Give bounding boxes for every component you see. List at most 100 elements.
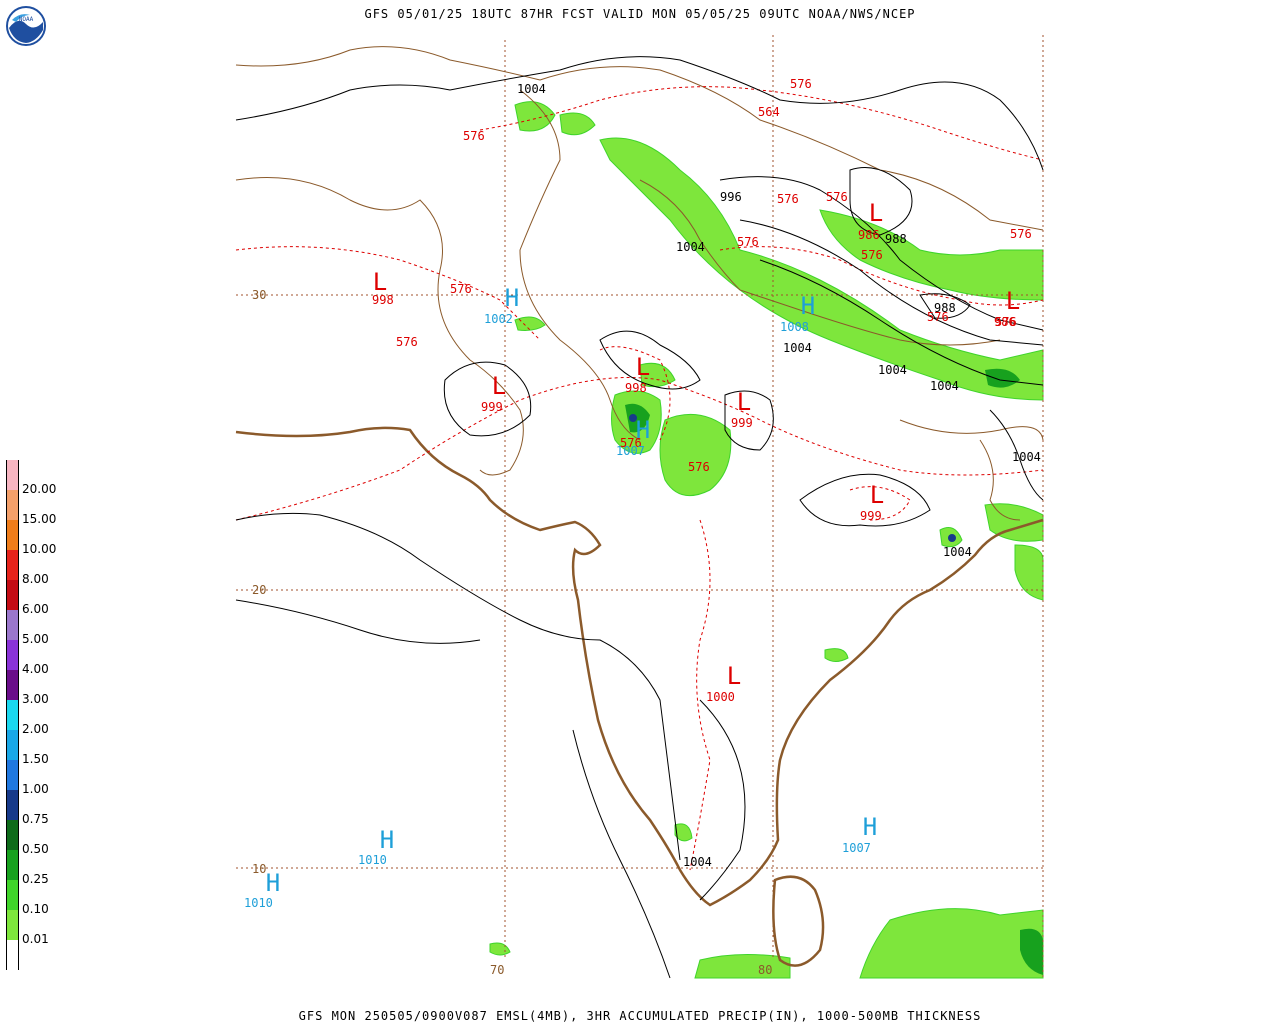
low-pressure-marker: L bbox=[1006, 287, 1020, 315]
legend-swatch bbox=[6, 760, 19, 790]
legend-swatch bbox=[6, 880, 19, 910]
legend-swatch bbox=[6, 790, 19, 820]
legend-label: 0.01 bbox=[22, 932, 49, 946]
lon-label: 80 bbox=[758, 963, 772, 977]
low-pressure-marker: L bbox=[373, 268, 387, 296]
precip-heavy bbox=[625, 368, 1043, 975]
low-pressure-marker: L bbox=[492, 372, 506, 400]
legend-swatch bbox=[6, 940, 19, 970]
legend-item: 0.75 bbox=[6, 790, 62, 826]
legend-item: 1.50 bbox=[6, 730, 62, 766]
legend-item: 4.00 bbox=[6, 640, 62, 676]
legend-item: 15.00 bbox=[6, 490, 62, 526]
logo-text: NOAA bbox=[19, 16, 34, 23]
legend-item: 1.00 bbox=[6, 760, 62, 796]
legend-swatch bbox=[6, 910, 19, 940]
isobars bbox=[235, 56, 1044, 979]
legend-item: 8.00 bbox=[6, 550, 62, 586]
pressure-value: 998 bbox=[625, 381, 647, 395]
noaa-logo-icon: NOAA bbox=[6, 6, 46, 46]
thickness-label: 576 bbox=[737, 235, 759, 249]
lat-label: 30 bbox=[252, 288, 266, 302]
legend-label: 2.00 bbox=[22, 722, 49, 736]
legend-label: 5.00 bbox=[22, 632, 49, 646]
thickness-label: 576 bbox=[861, 248, 883, 262]
legend-label: 6.00 bbox=[22, 602, 49, 616]
high-pressure-marker: H bbox=[801, 292, 815, 320]
legend-item: 6.00 bbox=[6, 580, 62, 616]
legend-item: 5.00 bbox=[6, 610, 62, 646]
legend-label: 20.00 bbox=[22, 482, 57, 496]
legend-swatch bbox=[6, 730, 19, 760]
isobar-label: 1004 bbox=[676, 240, 705, 254]
legend-item: 20.00 bbox=[6, 460, 62, 496]
legend-swatch bbox=[6, 670, 19, 700]
high-pressure-marker: H bbox=[863, 813, 877, 841]
isobar-label: 1004 bbox=[683, 855, 712, 869]
legend-item bbox=[6, 940, 62, 970]
high-pressure-marker: H bbox=[266, 869, 280, 897]
legend-swatch bbox=[6, 520, 19, 550]
legend-label: 10.00 bbox=[22, 542, 57, 556]
legend-swatch bbox=[6, 550, 19, 580]
pressure-value: 1008 bbox=[780, 320, 809, 334]
legend-item: 0.01 bbox=[6, 910, 62, 946]
isobar-label: 1004 bbox=[930, 379, 959, 393]
legend-item: 0.25 bbox=[6, 850, 62, 886]
thickness-label: 564 bbox=[758, 105, 780, 119]
pressure-value: 986 bbox=[994, 315, 1016, 329]
low-pressure-marker: L bbox=[636, 353, 650, 381]
low-pressure-marker: L bbox=[737, 388, 751, 416]
legend-label: 3.00 bbox=[22, 692, 49, 706]
legend-swatch bbox=[6, 460, 19, 490]
legend-item: 2.00 bbox=[6, 700, 62, 736]
isobar-label: 1004 bbox=[517, 82, 546, 96]
low-pressure-marker: L bbox=[869, 199, 883, 227]
isobar-label: 1004 bbox=[783, 341, 812, 355]
legend-item: 0.10 bbox=[6, 880, 62, 916]
legend-swatch bbox=[6, 580, 19, 610]
lat-label: 20 bbox=[252, 583, 266, 597]
legend-swatch bbox=[6, 640, 19, 670]
legend-label: 8.00 bbox=[22, 572, 49, 586]
thickness-label: 576 bbox=[620, 436, 642, 450]
thickness-label: 576 bbox=[1010, 227, 1032, 241]
coastline bbox=[235, 426, 1044, 967]
isobar-label: 1004 bbox=[878, 363, 907, 377]
lat-lon-grid bbox=[236, 35, 1044, 978]
isobar-label: 996 bbox=[720, 190, 742, 204]
legend-swatch bbox=[6, 700, 19, 730]
low-pressure-marker: L bbox=[870, 481, 884, 509]
thickness-contours bbox=[235, 86, 1044, 871]
high-pressure-marker: H bbox=[380, 826, 394, 854]
legend-swatch bbox=[6, 610, 19, 640]
isobar-label: 988 bbox=[885, 232, 907, 246]
thickness-label: 576 bbox=[790, 77, 812, 91]
legend-label: 0.50 bbox=[22, 842, 49, 856]
pressure-value: 986 bbox=[858, 228, 880, 242]
thickness-label: 576 bbox=[688, 460, 710, 474]
pressure-value: 999 bbox=[481, 400, 503, 414]
map-title: GFS 05/01/25 18UTC 87HR FCST VALID MON 0… bbox=[364, 7, 916, 21]
precip-legend: 20.00 15.00 10.00 8.00 6.00 5.00 4.00 3.00 2.00 1… bbox=[6, 460, 62, 970]
lon-label: 70 bbox=[490, 963, 504, 977]
legend-label: 0.75 bbox=[22, 812, 49, 826]
legend-swatch bbox=[6, 820, 19, 850]
high-pressure-marker: H bbox=[505, 284, 519, 312]
thickness-label: 576 bbox=[463, 129, 485, 143]
legend-item: 10.00 bbox=[6, 520, 62, 556]
pressure-value: 999 bbox=[731, 416, 753, 430]
thickness-label: 576 bbox=[450, 282, 472, 296]
thickness-label: 576 bbox=[995, 315, 1017, 329]
legend-item: 3.00 bbox=[6, 670, 62, 706]
pressure-value: 1010 bbox=[358, 853, 387, 867]
precip-very-heavy bbox=[629, 414, 956, 542]
isobar-label: 1004 bbox=[943, 545, 972, 559]
thickness-label: 576 bbox=[396, 335, 418, 349]
legend-swatch bbox=[6, 490, 19, 520]
pressure-value: 1000 bbox=[706, 690, 735, 704]
low-pressure-marker: L bbox=[727, 662, 741, 690]
legend-label: 1.00 bbox=[22, 782, 49, 796]
